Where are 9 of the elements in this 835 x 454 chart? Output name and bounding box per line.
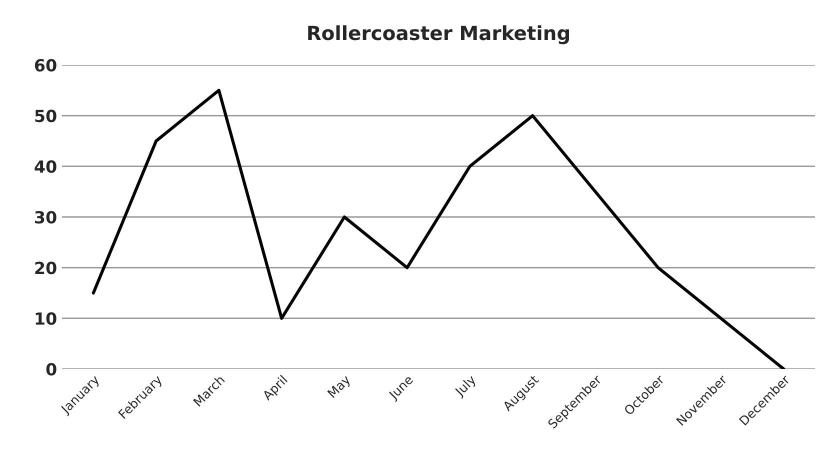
y-tick-label: 50 [35,110,56,122]
y-tick-label: 0 [46,362,56,376]
line-series [92,88,786,369]
y-tick-label: 40 [34,160,56,173]
y-tick-label: 20 [35,262,56,274]
chart-title: Rollercoaster Marketing [308,25,569,44]
y-tick-label: 30 [35,210,56,224]
y-tick-label: 60 [34,58,56,72]
y-tick-label: 10 [36,312,56,325]
